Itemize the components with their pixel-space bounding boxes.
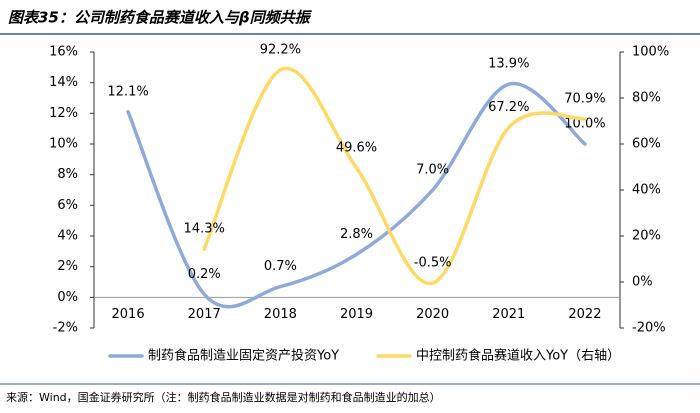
data-label: 92.2% — [260, 42, 301, 57]
y-tick-label: 10% — [49, 137, 78, 152]
data-label: 10.0% — [564, 117, 605, 132]
y2-tick-label: 80% — [632, 91, 661, 106]
y-tick-label: -2% — [53, 321, 78, 336]
series-line — [202, 66, 587, 285]
y-tick-label: 14% — [49, 75, 78, 90]
y-tick-label: 4% — [57, 229, 78, 244]
x-tick-label: 2017 — [188, 307, 221, 322]
y2-tick-label: 40% — [632, 183, 661, 198]
data-label: 49.6% — [336, 140, 377, 155]
data-label: -0.5% — [414, 256, 452, 271]
legend-label: 制药食品制造业固定资产投资YoY — [148, 348, 339, 364]
data-label: 2.8% — [340, 227, 373, 242]
data-label: 0.2% — [188, 267, 221, 282]
data-label: 12.1% — [107, 84, 148, 99]
series-line — [126, 81, 587, 309]
y-tick-label: 12% — [49, 106, 78, 121]
x-tick-label: 2021 — [492, 307, 525, 322]
y-tick-label: 0% — [57, 290, 78, 305]
data-label: 13.9% — [488, 57, 529, 72]
data-label: 7.0% — [416, 163, 449, 178]
y-tick-label: 8% — [57, 167, 78, 182]
y2-tick-label: 20% — [632, 229, 661, 244]
data-label: 0.7% — [264, 259, 297, 274]
x-tick-label: 2016 — [112, 307, 145, 322]
y2-tick-label: 0% — [632, 275, 653, 290]
chart-title: 图表35：公司制药食品赛道收入与β同频共振 — [8, 9, 313, 27]
x-tick-label: 2019 — [340, 307, 373, 322]
data-label: 67.2% — [488, 100, 529, 115]
source-note: 来源：Wind，国金证券研究所（注：制药食品制造业数据是对制药和食品制造业的加总… — [6, 390, 441, 404]
x-tick-label: 2022 — [568, 307, 601, 322]
y-tick-label: 2% — [57, 259, 78, 274]
y2-tick-label: -20% — [632, 321, 666, 336]
data-label: 14.3% — [184, 222, 225, 237]
data-label: 70.9% — [564, 91, 605, 106]
y2-tick-label: 100% — [632, 45, 669, 60]
legend-label: 中控制药食品赛道收入YoY（右轴） — [416, 348, 620, 364]
y-tick-label: 6% — [57, 198, 78, 213]
x-tick-label: 2020 — [416, 307, 449, 322]
y2-tick-label: 60% — [632, 137, 661, 152]
y-tick-label: 16% — [49, 45, 78, 60]
x-tick-label: 2018 — [264, 307, 297, 322]
